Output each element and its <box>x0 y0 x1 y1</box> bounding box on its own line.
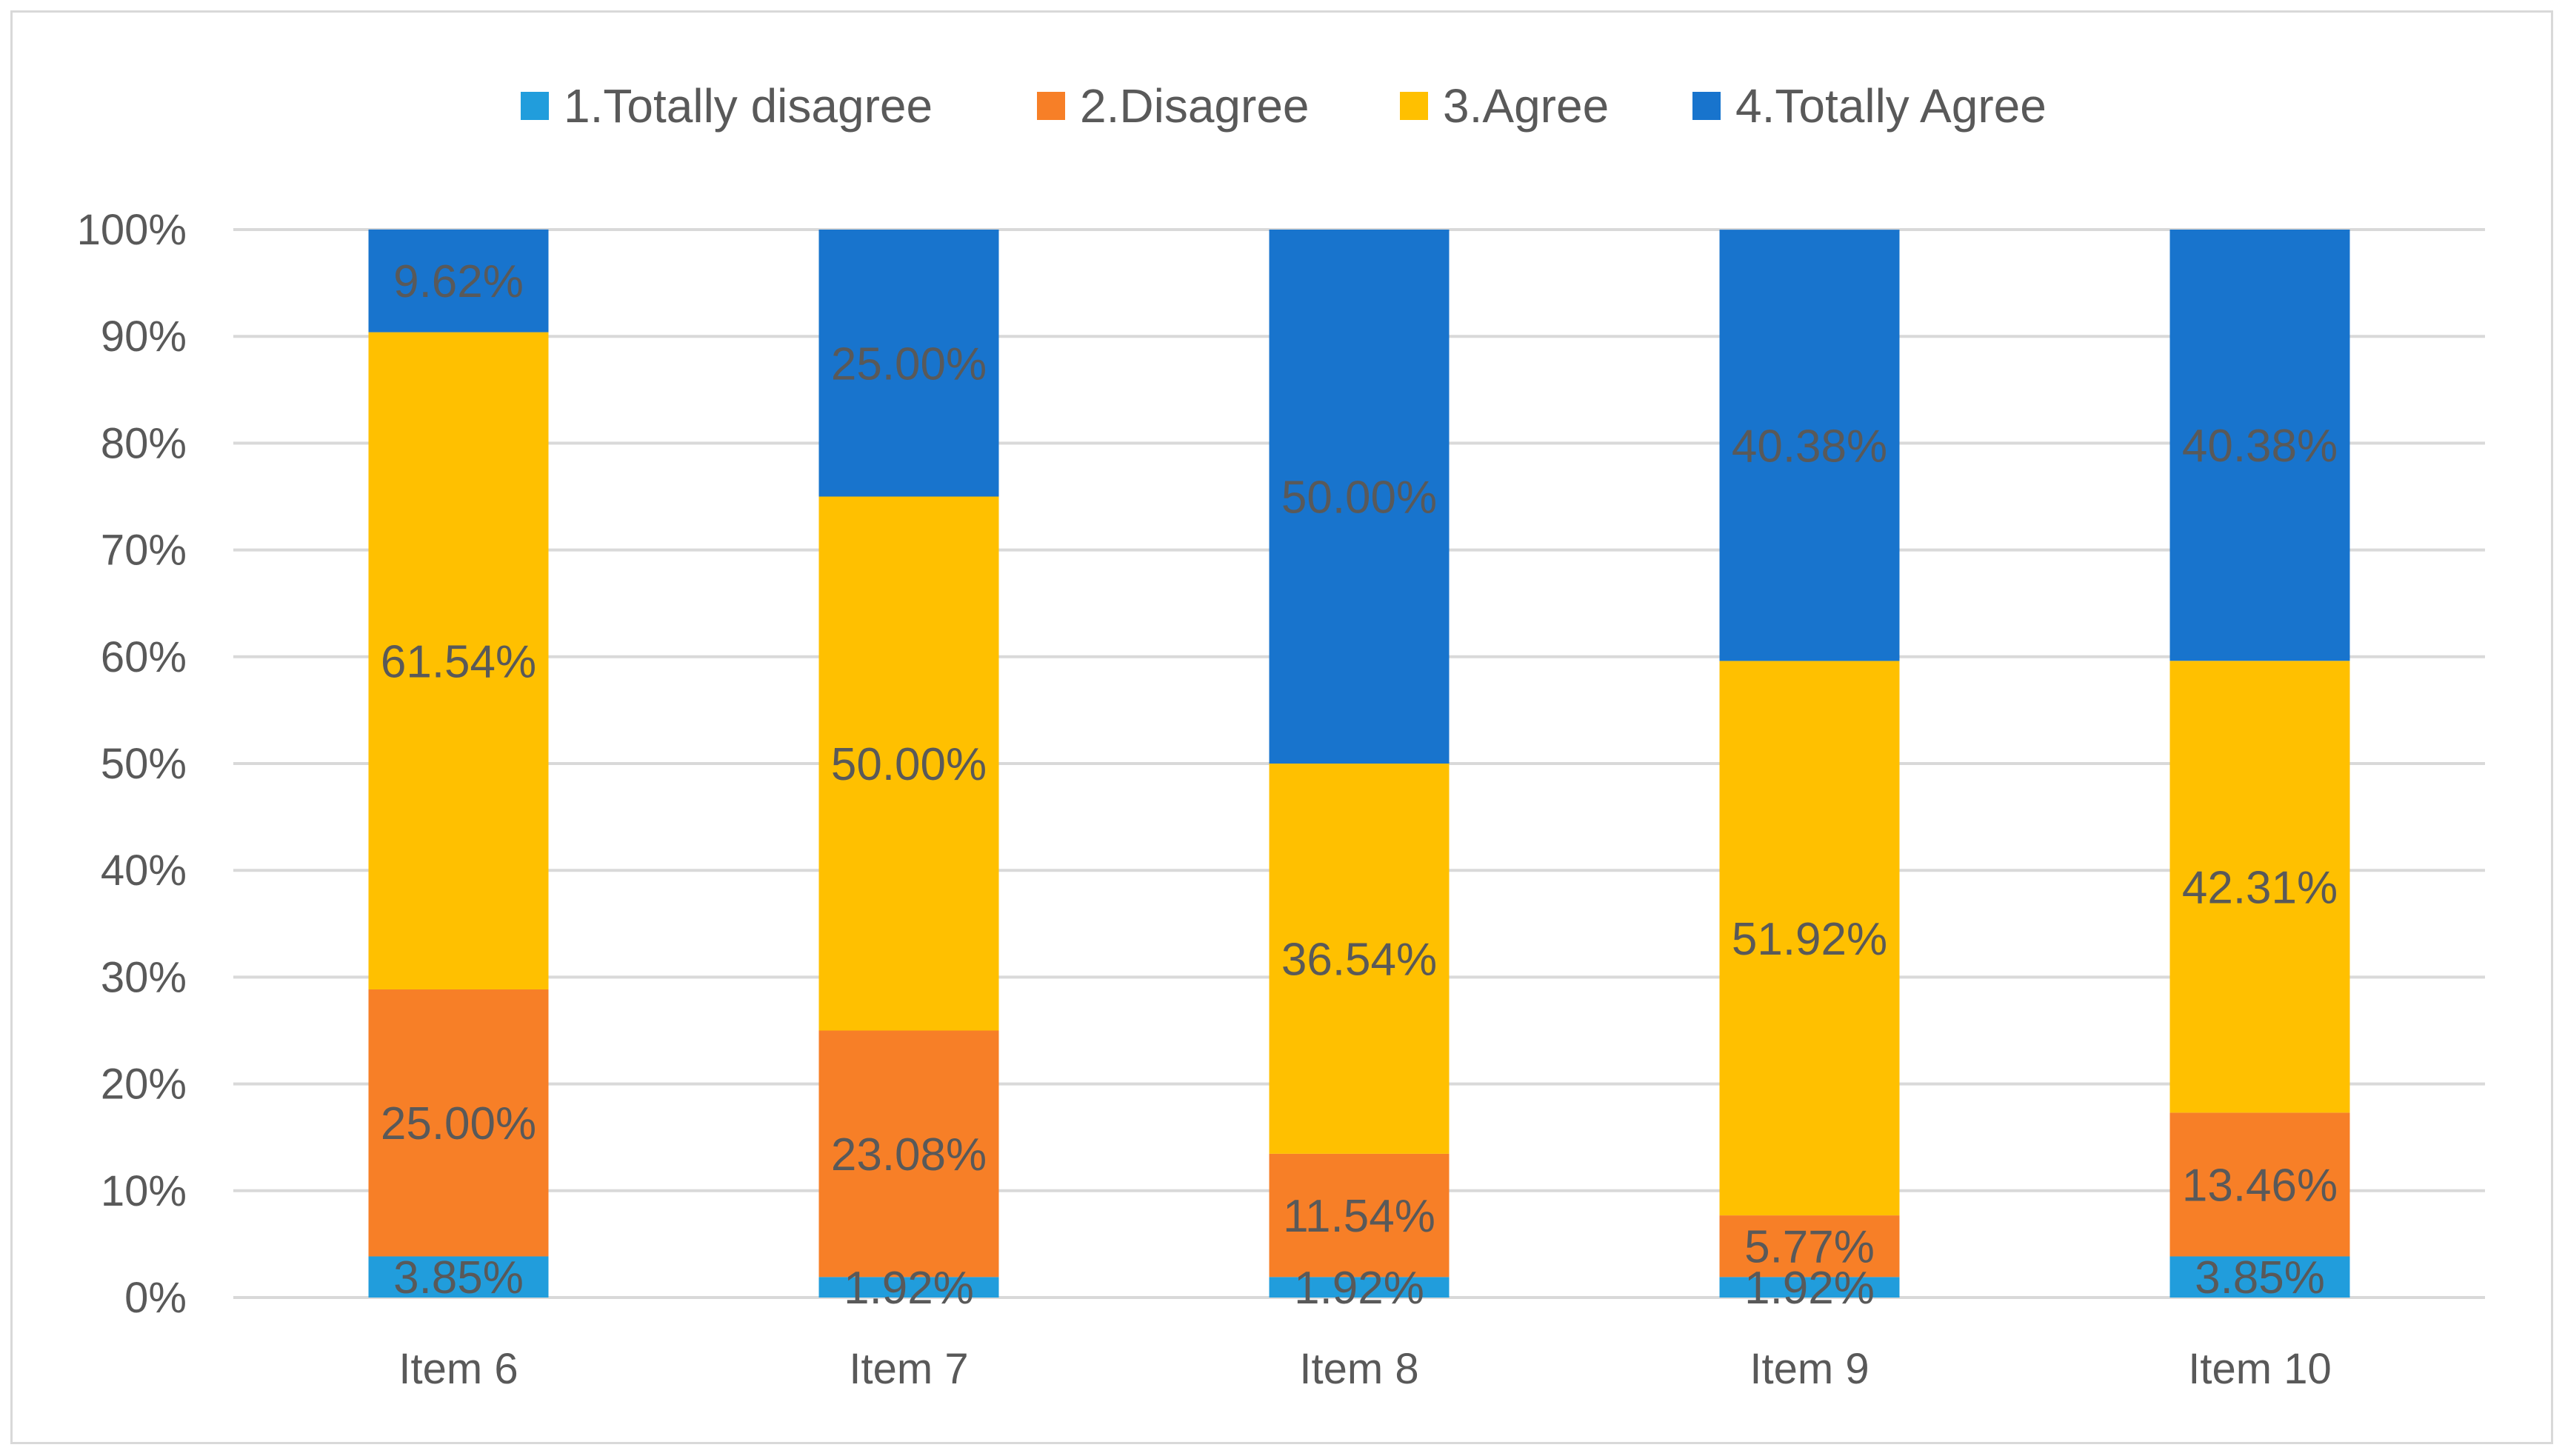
bar-segment <box>1269 764 1450 1154</box>
bars <box>368 229 2350 1298</box>
bar-segment <box>368 332 549 989</box>
legend-label: 2.Disagree <box>1080 79 1310 133</box>
legend-label: 4.Totally Agree <box>1735 79 2047 133</box>
x-tick-label: Item 9 <box>1750 1345 1869 1393</box>
legend-item: 2.Disagree <box>1037 79 1310 133</box>
data-label: 25.00% <box>381 1098 536 1149</box>
bar-segment <box>818 1030 999 1278</box>
y-tick-label: 30% <box>101 953 187 1001</box>
data-label: 3.85% <box>2195 1252 2325 1303</box>
data-label: 25.00% <box>831 338 987 390</box>
data-label: 50.00% <box>831 739 987 790</box>
bar-segment <box>2169 1112 2350 1257</box>
bar-segment <box>368 1256 549 1298</box>
bar-segment <box>2169 230 2350 661</box>
bar-segment <box>1269 1277 1450 1298</box>
y-tick-label: 0% <box>124 1274 187 1322</box>
bar-segment <box>1269 1153 1450 1278</box>
data-label: 36.54% <box>1281 934 1437 985</box>
legend: 1.Totally disagree 2.Disagree 3.Agree 4.Tot… <box>521 79 2047 133</box>
bar-segment <box>818 496 999 1031</box>
legend-swatch <box>1400 92 1428 120</box>
bar-segment <box>1719 1215 1900 1278</box>
y-tick-label: 100% <box>77 206 187 254</box>
data-labels: 3.85% 25.00% 61.54% 9.62% 1.92% 23.08% 50.00% 2… <box>381 256 2338 1314</box>
bar-segment <box>1269 230 1450 764</box>
legend-swatch <box>1692 92 1721 120</box>
x-axis: Item 6 Item 7 Item 8 Item 9 Item 10 <box>398 1345 2331 1393</box>
data-label: 3.85% <box>393 1252 524 1303</box>
y-tick-label: 20% <box>101 1061 187 1109</box>
data-label: 40.38% <box>2182 421 2338 472</box>
data-label: 51.92% <box>1732 914 1887 965</box>
bar-segment <box>1719 1277 1900 1298</box>
data-label: 1.92% <box>844 1263 974 1314</box>
data-label: 13.46% <box>2182 1160 2338 1211</box>
x-tick-label: Item 7 <box>849 1345 968 1393</box>
data-label: 50.00% <box>1281 472 1437 524</box>
data-label: 1.92% <box>1744 1263 1875 1314</box>
data-label: 40.38% <box>1732 421 1887 472</box>
legend-swatch <box>521 92 549 120</box>
legend-swatch <box>1037 92 1065 120</box>
legend-label: 3.Agree <box>1443 79 1609 133</box>
legend-label: 1.Totally disagree <box>564 79 933 133</box>
bar-segment <box>818 230 999 497</box>
y-tick-label: 60% <box>101 633 187 681</box>
data-label: 42.31% <box>2182 862 2338 913</box>
bar-segment <box>2169 661 2350 1113</box>
y-tick-label: 10% <box>101 1167 187 1215</box>
bar-segment <box>1719 230 1900 661</box>
data-label: 1.92% <box>1294 1263 1424 1314</box>
x-tick-label: Item 6 <box>398 1345 518 1393</box>
y-tick-label: 40% <box>101 846 187 895</box>
bar-segment <box>1719 661 1900 1216</box>
x-tick-label: Item 10 <box>2188 1345 2331 1393</box>
bar-segment <box>368 229 549 333</box>
y-tick-label: 70% <box>101 527 187 575</box>
y-tick-label: 50% <box>101 740 187 788</box>
data-label: 23.08% <box>831 1129 987 1181</box>
bar-segment <box>818 1277 999 1298</box>
x-tick-label: Item 8 <box>1299 1345 1418 1393</box>
legend-item: 3.Agree <box>1400 79 1609 133</box>
data-label: 5.77% <box>1744 1222 1875 1273</box>
y-tick-label: 80% <box>101 419 187 467</box>
data-label: 11.54% <box>1283 1191 1435 1242</box>
data-label: 61.54% <box>381 636 536 687</box>
bar-segment <box>368 989 549 1257</box>
legend-item: 4.Totally Agree <box>1692 79 2047 133</box>
data-label: 9.62% <box>393 256 524 307</box>
legend-item: 1.Totally disagree <box>521 79 933 133</box>
y-axis: 0% 10% 20% 30% 40% 50% 60% 70% 80% 90% 100% <box>77 206 187 1322</box>
y-tick-label: 90% <box>101 313 187 361</box>
bar-segment <box>2169 1256 2350 1298</box>
